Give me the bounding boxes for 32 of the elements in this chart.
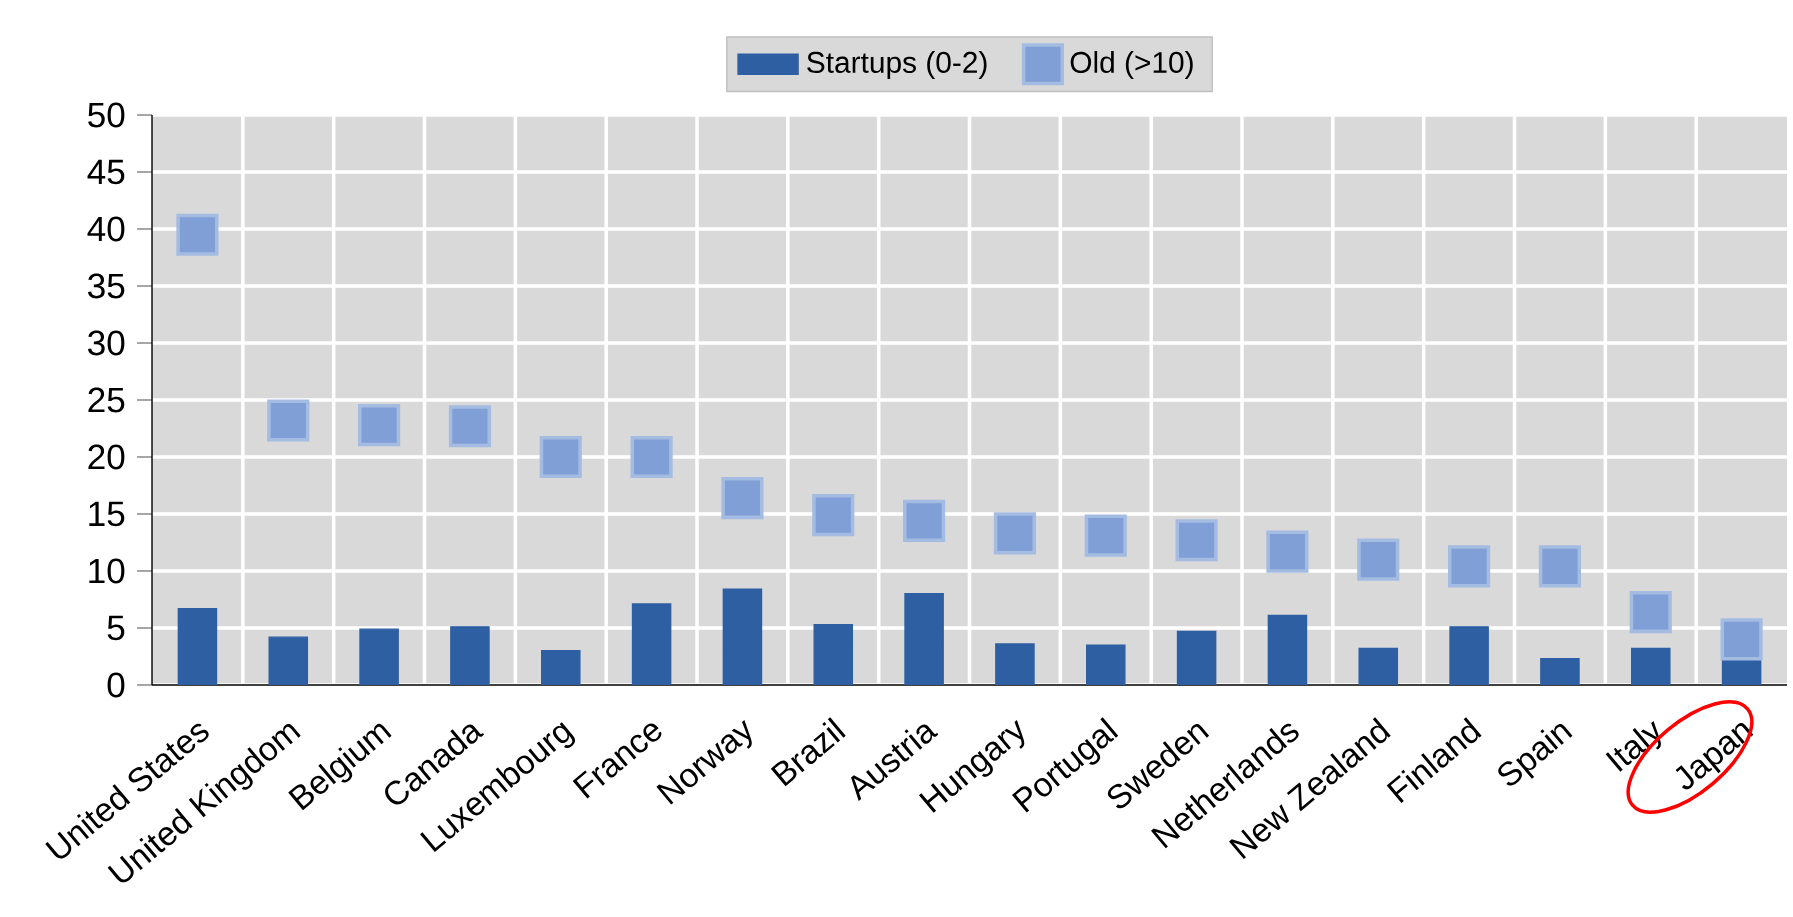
point xyxy=(358,404,401,447)
point xyxy=(1448,545,1491,588)
point xyxy=(1720,618,1763,661)
y-tick-label: 50 xyxy=(88,102,125,128)
legend-label: Startups (0-2) xyxy=(807,51,987,79)
point xyxy=(993,512,1037,555)
point xyxy=(176,213,219,256)
point xyxy=(539,435,582,479)
y-tick-label: 5 xyxy=(107,615,125,641)
y-tick-label: 20 xyxy=(88,444,125,470)
point xyxy=(903,499,946,542)
point xyxy=(1084,514,1127,557)
point xyxy=(1266,530,1309,573)
point xyxy=(630,435,673,479)
point xyxy=(1175,519,1218,562)
y-tick-label: 40 xyxy=(87,216,125,242)
point xyxy=(448,405,492,448)
y-tick-label: 45 xyxy=(87,159,125,185)
y-tick-label: 15 xyxy=(89,501,125,527)
y-tick-label: 30 xyxy=(88,330,125,356)
point xyxy=(721,476,764,520)
y-tick-label: 10 xyxy=(89,558,125,584)
point xyxy=(1629,590,1672,634)
point xyxy=(1357,538,1400,581)
legend-label: Old (>10) xyxy=(1070,51,1193,79)
point xyxy=(267,399,310,442)
x-tick-label: Italy xyxy=(1605,720,1661,772)
y-tick-label: 35 xyxy=(88,273,125,299)
point xyxy=(812,494,855,537)
y-tick-label: 25 xyxy=(88,387,125,413)
point xyxy=(1538,545,1582,588)
y-tick-label: 0 xyxy=(107,672,125,698)
